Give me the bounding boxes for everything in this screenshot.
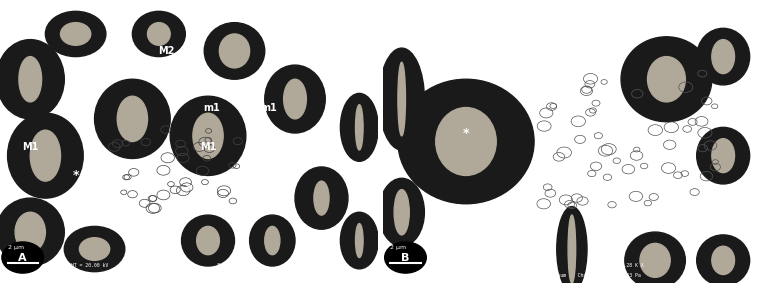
Ellipse shape xyxy=(15,212,46,252)
Ellipse shape xyxy=(340,212,378,269)
Ellipse shape xyxy=(394,190,409,235)
Ellipse shape xyxy=(265,65,325,133)
Text: A: A xyxy=(18,252,27,263)
Text: *: * xyxy=(72,169,79,182)
Ellipse shape xyxy=(79,238,110,260)
Ellipse shape xyxy=(170,96,246,175)
Ellipse shape xyxy=(19,57,42,102)
Ellipse shape xyxy=(557,207,587,283)
Ellipse shape xyxy=(398,62,406,136)
Ellipse shape xyxy=(340,93,378,161)
Text: 2 μm: 2 μm xyxy=(8,245,24,250)
Ellipse shape xyxy=(314,181,329,215)
Ellipse shape xyxy=(64,226,125,272)
Text: EHT = 20.00 kV    Signal A = CZ BSD                 Mag = 15.28 K X: EHT = 20.00 kV Signal A = CZ BSD Mag = 1… xyxy=(451,263,644,269)
Text: m1: m1 xyxy=(260,102,277,113)
Ellipse shape xyxy=(712,246,734,275)
Text: M2: M2 xyxy=(609,122,626,132)
Text: *: * xyxy=(463,127,470,140)
Text: M1: M1 xyxy=(22,142,39,152)
Ellipse shape xyxy=(0,198,64,266)
Ellipse shape xyxy=(196,226,219,255)
Circle shape xyxy=(2,242,43,273)
Text: M1: M1 xyxy=(556,170,572,181)
Text: B: B xyxy=(401,252,409,263)
Ellipse shape xyxy=(379,178,425,246)
Ellipse shape xyxy=(193,113,223,158)
Ellipse shape xyxy=(148,23,170,45)
Ellipse shape xyxy=(8,113,83,198)
Ellipse shape xyxy=(355,105,363,150)
Ellipse shape xyxy=(697,127,750,184)
Ellipse shape xyxy=(204,23,265,79)
Ellipse shape xyxy=(697,235,750,283)
Ellipse shape xyxy=(250,215,295,266)
Text: *: * xyxy=(663,226,670,239)
Ellipse shape xyxy=(132,11,186,57)
Ellipse shape xyxy=(265,226,280,255)
Ellipse shape xyxy=(295,167,348,229)
Text: EHT = 20.00 kV    Signal A = CZ BSD                 Mag =  8.30 K X: EHT = 20.00 kV Signal A = CZ BSD Mag = 8… xyxy=(68,263,261,269)
Ellipse shape xyxy=(398,79,534,204)
Ellipse shape xyxy=(355,224,363,258)
Ellipse shape xyxy=(640,243,670,277)
Text: WD = 6.0 mm    Vacuum Mode = High Vacuum    Chamber = 3.21e-003 Pa: WD = 6.0 mm Vacuum Mode = High Vacuum Ch… xyxy=(451,273,641,278)
Text: 2 μm: 2 μm xyxy=(390,245,406,250)
Text: *: * xyxy=(186,183,193,196)
Ellipse shape xyxy=(284,79,307,119)
Ellipse shape xyxy=(30,130,61,181)
Ellipse shape xyxy=(0,40,64,119)
Text: M1: M1 xyxy=(658,199,675,209)
Ellipse shape xyxy=(46,11,106,57)
Ellipse shape xyxy=(621,37,712,122)
Ellipse shape xyxy=(697,28,750,85)
Text: S: S xyxy=(492,52,500,62)
Ellipse shape xyxy=(712,139,734,173)
Ellipse shape xyxy=(94,79,170,158)
Ellipse shape xyxy=(568,215,575,283)
Ellipse shape xyxy=(625,232,686,283)
Ellipse shape xyxy=(436,108,496,175)
Text: m1: m1 xyxy=(203,102,220,113)
Ellipse shape xyxy=(117,96,148,142)
Ellipse shape xyxy=(379,48,425,150)
Ellipse shape xyxy=(712,40,734,74)
Ellipse shape xyxy=(648,57,686,102)
Ellipse shape xyxy=(182,215,234,266)
Ellipse shape xyxy=(219,34,250,68)
Text: WD = 6.0 mm    Vacuum Mode = High Vacuum  \ Chamber = 3.59e-003 Pa: WD = 6.0 mm Vacuum Mode = High Vacuum \ … xyxy=(68,273,258,278)
Ellipse shape xyxy=(61,23,91,45)
Text: m1: m1 xyxy=(563,52,581,62)
Text: M1: M1 xyxy=(200,142,216,152)
Text: M2: M2 xyxy=(158,46,174,56)
Circle shape xyxy=(384,242,426,273)
